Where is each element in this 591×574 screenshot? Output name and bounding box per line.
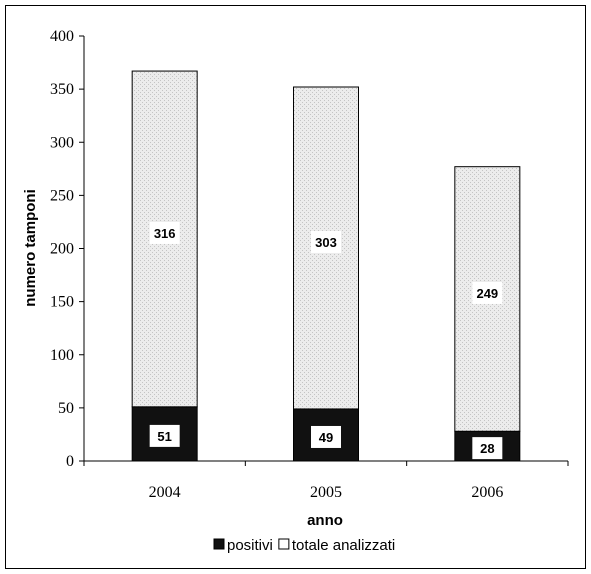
x-tick-label: 2005 [310, 484, 342, 501]
data-label: 49 [319, 430, 333, 445]
x-axis-ticks: 2004 2005 2006 [83, 461, 569, 501]
data-label-box [149, 424, 180, 447]
y-tick-label: 350 [50, 81, 74, 98]
data-label-box [472, 281, 503, 304]
legend-swatch [213, 538, 225, 550]
data-label: 316 [154, 226, 176, 241]
legend-label: positivi [227, 537, 273, 554]
data-label-box [311, 425, 341, 448]
data-label-box [311, 230, 341, 253]
legend: positivi totale analizzati [213, 537, 395, 554]
y-tick-label: 400 [50, 28, 74, 45]
data-label-box [149, 221, 180, 244]
legend-swatch [278, 538, 290, 550]
bars: 51 316 49 303 28 249 [131, 70, 521, 462]
data-label: 28 [480, 441, 494, 456]
y-tick-label: 150 [50, 294, 74, 311]
y-tick-label: 100 [50, 347, 74, 364]
data-label: 51 [157, 429, 171, 444]
data-label: 303 [315, 235, 337, 250]
data-label: 249 [476, 286, 498, 301]
y-tick-label: 250 [50, 187, 74, 204]
x-tick-label: 2004 [149, 484, 181, 501]
axes [83, 36, 568, 462]
y-tick-label: 0 [66, 453, 74, 470]
y-tick-label: 50 [58, 400, 74, 417]
x-tick-label: 2006 [471, 484, 503, 501]
y-axis-ticks: 0 50 100 150 200 250 300 350 400 [50, 28, 84, 470]
legend-label: totale analizzati [292, 537, 395, 554]
data-label-box [472, 437, 503, 460]
y-tick-label: 300 [50, 134, 74, 151]
y-axis-title: numero tamponi [22, 189, 39, 307]
y-tick-label: 200 [50, 241, 74, 258]
x-axis-title: anno [307, 512, 343, 529]
